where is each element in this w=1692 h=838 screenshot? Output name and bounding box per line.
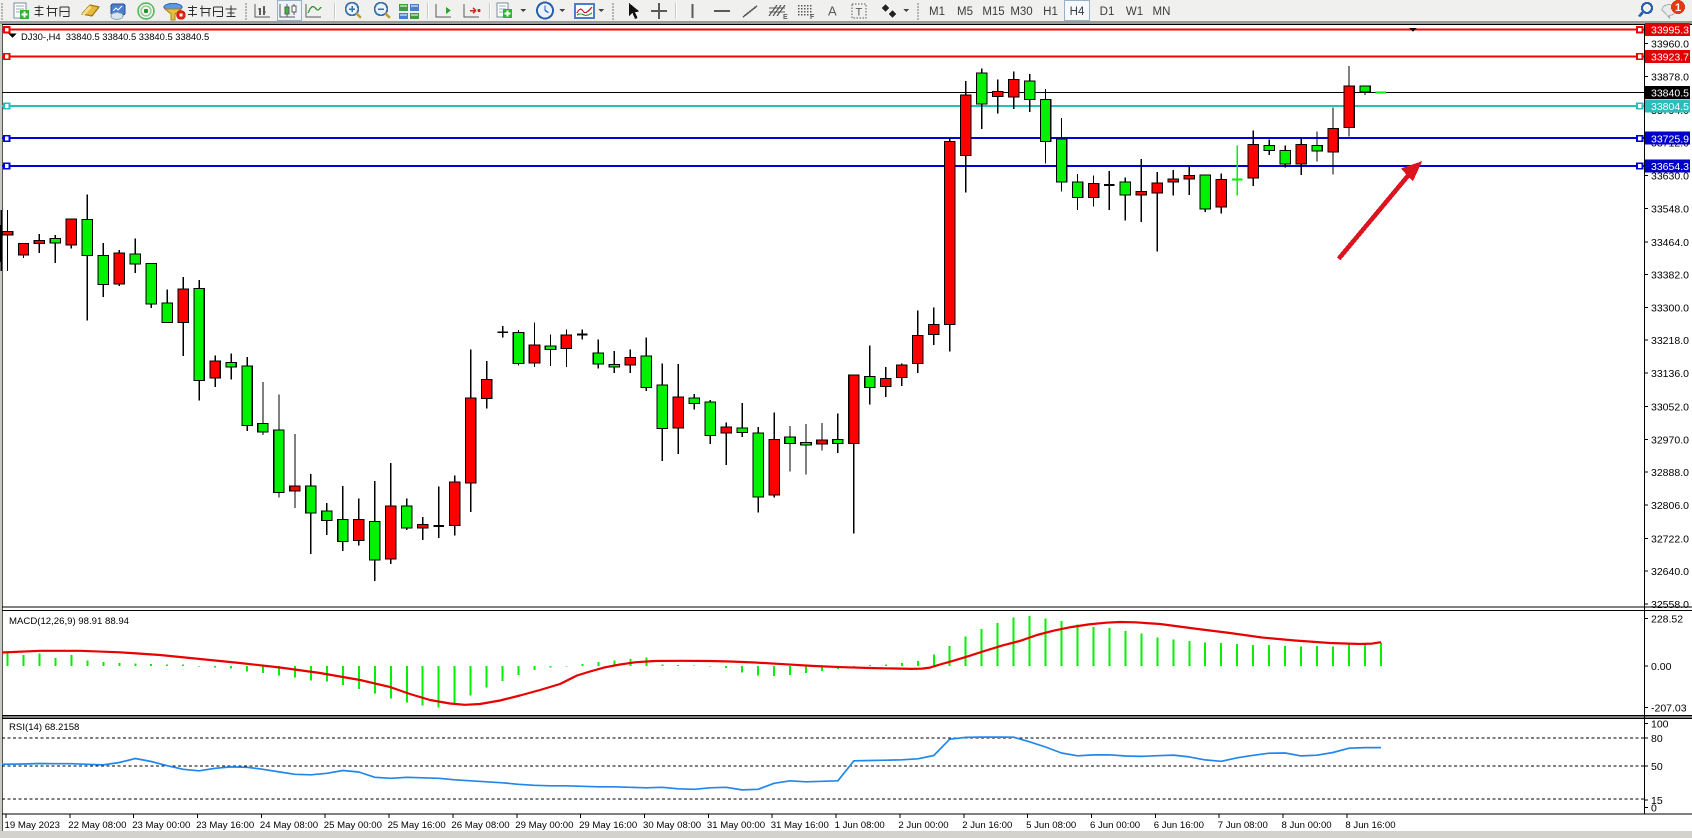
svg-text:A: A xyxy=(828,4,837,19)
svg-text:M15: M15 xyxy=(982,6,1004,18)
svg-text:33218.0: 33218.0 xyxy=(1651,335,1689,347)
svg-text:33878.0: 33878.0 xyxy=(1651,71,1689,83)
svg-text:33630.0: 33630.0 xyxy=(1651,171,1689,183)
svg-text:25 May 16:00: 25 May 16:00 xyxy=(388,820,446,831)
svg-text:26 May 08:00: 26 May 08:00 xyxy=(451,820,509,831)
svg-text:33548.0: 33548.0 xyxy=(1651,203,1689,215)
svg-text:32888.0: 32888.0 xyxy=(1651,467,1689,479)
svg-text:15: 15 xyxy=(1651,795,1663,807)
svg-text:2 Jun 16:00: 2 Jun 16:00 xyxy=(962,820,1012,831)
svg-text:1 Jun 08:00: 1 Jun 08:00 xyxy=(835,820,885,831)
svg-text:-207.03: -207.03 xyxy=(1651,702,1687,714)
svg-text:M5: M5 xyxy=(957,6,973,18)
svg-text:M1: M1 xyxy=(929,6,945,18)
svg-text:6 Jun 16:00: 6 Jun 16:00 xyxy=(1154,820,1204,831)
svg-text:33923.7: 33923.7 xyxy=(1651,52,1689,64)
svg-text:8 Jun 16:00: 8 Jun 16:00 xyxy=(1345,820,1395,831)
svg-text:F: F xyxy=(810,14,815,21)
svg-text:2 Jun 00:00: 2 Jun 00:00 xyxy=(898,820,948,831)
svg-text:33654.3: 33654.3 xyxy=(1651,161,1689,173)
svg-text:MN: MN xyxy=(1153,6,1171,18)
svg-text:33804.5: 33804.5 xyxy=(1651,101,1689,113)
svg-text:33300.0: 33300.0 xyxy=(1651,302,1689,314)
svg-text:H4: H4 xyxy=(1070,6,1085,18)
svg-text:D1: D1 xyxy=(1100,6,1115,18)
svg-text:31 May 16:00: 31 May 16:00 xyxy=(771,820,829,831)
svg-text:5 Jun 08:00: 5 Jun 08:00 xyxy=(1026,820,1076,831)
svg-text:H1: H1 xyxy=(1043,6,1058,18)
svg-text:80: 80 xyxy=(1651,733,1663,745)
svg-text:33995.3: 33995.3 xyxy=(1651,25,1689,37)
svg-text:0.00: 0.00 xyxy=(1651,661,1672,673)
svg-text:33052.0: 33052.0 xyxy=(1651,402,1689,414)
svg-text:33840.5: 33840.5 xyxy=(1651,88,1689,100)
svg-text:30 May 08:00: 30 May 08:00 xyxy=(643,820,701,831)
svg-text:T: T xyxy=(856,7,863,19)
svg-text:32558.0: 32558.0 xyxy=(1651,599,1689,611)
svg-text:32640.0: 32640.0 xyxy=(1651,566,1689,578)
svg-text:23 May 00:00: 23 May 00:00 xyxy=(132,820,190,831)
svg-text:MACD(12,26,9) 98.91 88.94: MACD(12,26,9) 98.91 88.94 xyxy=(9,616,130,627)
svg-text:W1: W1 xyxy=(1126,6,1143,18)
svg-text:22 May 08:00: 22 May 08:00 xyxy=(68,820,126,831)
svg-text:M30: M30 xyxy=(1010,6,1032,18)
svg-text:DJ30-,H4 33840.5 33840.5 3384: DJ30-,H4 33840.5 33840.5 33840.5 33840.5 xyxy=(21,31,209,42)
svg-text:31 May 00:00: 31 May 00:00 xyxy=(707,820,765,831)
svg-text:25 May 00:00: 25 May 00:00 xyxy=(324,820,382,831)
svg-text:19 May 2023: 19 May 2023 xyxy=(5,820,60,831)
svg-text:32806.0: 32806.0 xyxy=(1651,500,1689,512)
svg-text:228.52: 228.52 xyxy=(1651,614,1683,626)
svg-text:RSI(14) 68.2158: RSI(14) 68.2158 xyxy=(9,722,79,733)
svg-text:33960.0: 33960.0 xyxy=(1651,39,1689,51)
svg-text:32722.0: 32722.0 xyxy=(1651,533,1689,545)
svg-text:8 Jun 00:00: 8 Jun 00:00 xyxy=(1282,820,1332,831)
svg-text:23 May 16:00: 23 May 16:00 xyxy=(196,820,254,831)
svg-text:0: 0 xyxy=(1651,803,1657,815)
svg-text:100: 100 xyxy=(1651,719,1669,731)
svg-text:32970.0: 32970.0 xyxy=(1651,434,1689,446)
svg-text:24 May 08:00: 24 May 08:00 xyxy=(260,820,318,831)
svg-text:33382.0: 33382.0 xyxy=(1651,270,1689,282)
svg-text:E: E xyxy=(783,14,788,21)
svg-text:1: 1 xyxy=(1675,2,1681,14)
svg-text:6 Jun 00:00: 6 Jun 00:00 xyxy=(1090,820,1140,831)
svg-text:33725.9: 33725.9 xyxy=(1651,133,1689,145)
svg-text:29 May 16:00: 29 May 16:00 xyxy=(579,820,637,831)
svg-text:29 May 00:00: 29 May 00:00 xyxy=(515,820,573,831)
svg-text:7 Jun 08:00: 7 Jun 08:00 xyxy=(1218,820,1268,831)
svg-text:33136.0: 33136.0 xyxy=(1651,368,1689,380)
svg-text:50: 50 xyxy=(1651,761,1663,773)
svg-text:33464.0: 33464.0 xyxy=(1651,237,1689,249)
